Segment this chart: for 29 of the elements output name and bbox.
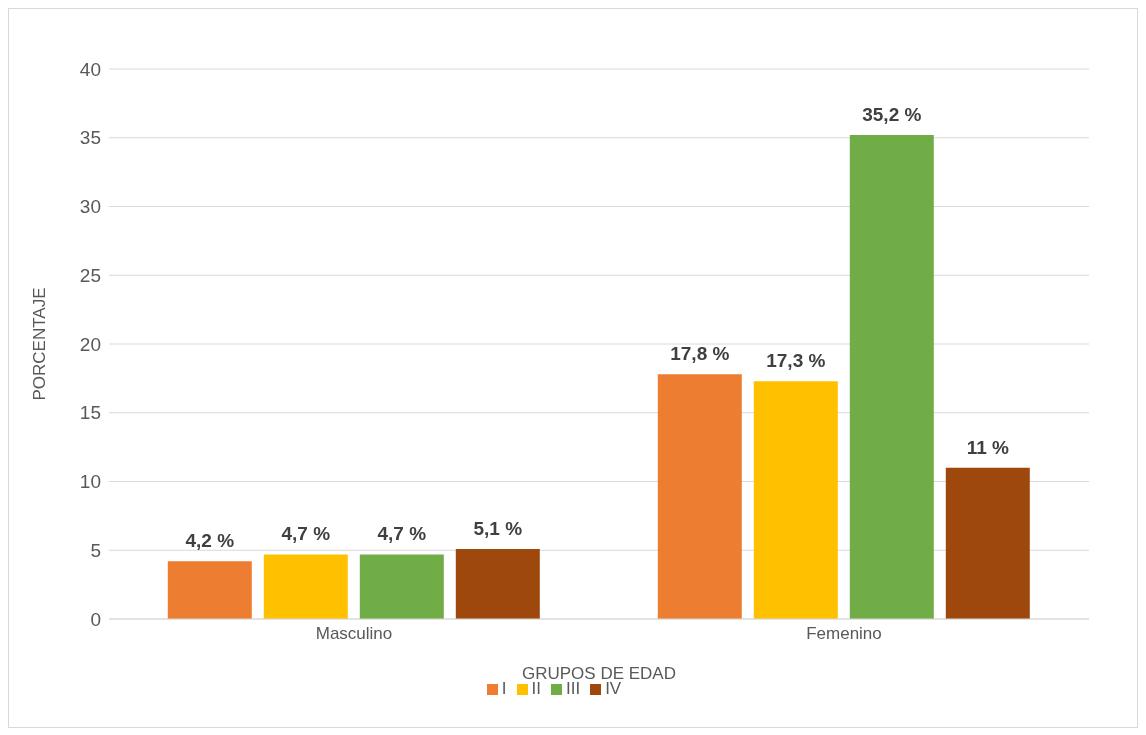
bar: [167, 561, 252, 619]
y-tick-label: 0: [90, 608, 101, 630]
y-tick-label: 40: [79, 58, 101, 80]
legend-label: I: [501, 679, 507, 698]
y-tick-label: 25: [79, 264, 101, 286]
bar: [359, 554, 444, 619]
bar: [849, 135, 934, 619]
x-tick-label: Femenino: [806, 624, 882, 644]
y-tick-label: 5: [90, 539, 101, 561]
bar: [753, 381, 838, 619]
bar: [263, 554, 348, 619]
data-label: 5,1 %: [473, 517, 523, 539]
y-tick-label: 20: [79, 333, 101, 355]
y-tick-label: 30: [79, 196, 101, 218]
data-label: 17,8 %: [670, 343, 730, 365]
bar: [657, 374, 742, 619]
y-axis-title: PORCENTAJE: [30, 287, 50, 401]
y-tick-label: 10: [79, 471, 101, 493]
y-tick-label: 35: [79, 127, 101, 149]
data-label: 4,7 %: [281, 523, 331, 545]
data-label: 4,2 %: [185, 530, 235, 552]
data-label: 35,2 %: [862, 104, 922, 125]
bar: [455, 548, 540, 619]
data-label: 17,3 %: [766, 350, 826, 372]
bar: [945, 467, 1030, 619]
y-tick-label: 15: [79, 402, 101, 424]
data-label: 4,7 %: [377, 523, 427, 545]
x-tick-label: Masculino: [315, 624, 393, 644]
data-label: 11 %: [966, 436, 1010, 458]
